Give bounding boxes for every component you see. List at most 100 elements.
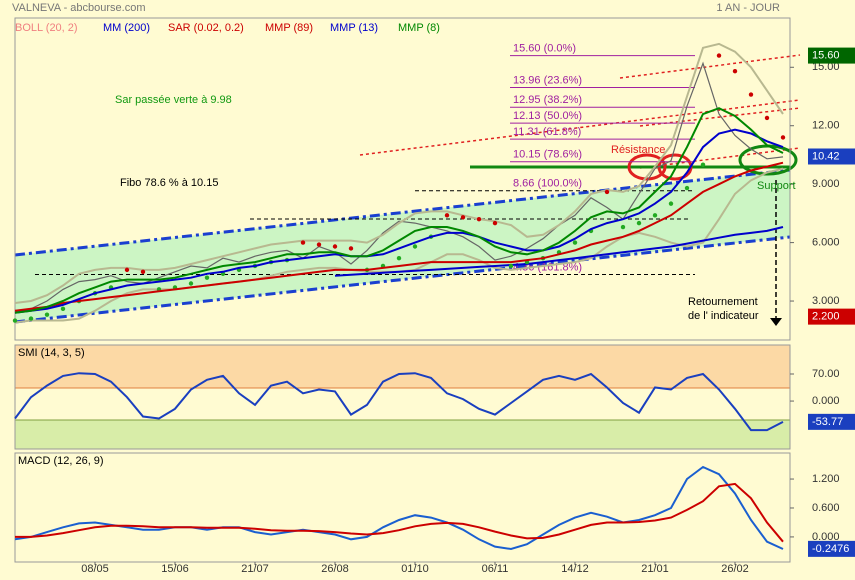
y-tick-label: 12.00 [812,120,840,132]
sar-dot [348,246,354,251]
x-tick-label: 06/11 [482,563,509,575]
sar-dot [604,189,610,195]
sar-dot [44,312,50,317]
sar-dot [12,318,18,323]
sar-dot [780,135,786,140]
series-line [14,161,784,312]
x-tick-label: 26/02 [721,563,749,575]
sar-dot [460,215,466,220]
fibo-label: 15.60 (0.0%) [513,42,576,54]
sar-dot [764,115,770,121]
fibo-label: 8.66 (100.0%) [513,178,582,190]
oversold-zone [15,420,790,449]
sar-dot [412,244,418,249]
sar-dot [652,213,658,218]
channel-fill [15,170,790,322]
sar-dot [60,306,66,312]
legend-entry: SAR (0.02, 0.2) [168,22,244,34]
trend-line [619,54,801,79]
legend-entry: MM (200) [103,22,150,34]
series-line [334,226,784,277]
sar-dot [28,316,34,321]
value-marker [808,413,855,430]
y-tick-label: 0.000 [812,395,840,407]
x-tick-label: 26/08 [321,563,349,575]
panel-border [14,17,791,341]
sar-dot [492,220,498,226]
annotation: Fibo 78.6 % à 10.15 [120,177,218,189]
series-line [14,372,784,432]
series-line [14,107,784,314]
sar-dot [300,240,306,245]
trend-line [359,99,801,156]
resistance-circle [627,153,667,181]
panel-title: SMI (14, 3, 5) [18,347,85,359]
header-period: 1 AN - JOUR [716,2,780,14]
fibo-label: 11.31 (61.8%) [513,126,581,138]
fibo-label: 10.15 (78.6%) [513,149,582,161]
legend-entry: BOLL (20, 2) [15,22,78,34]
y-tick-label: 0.600 [812,502,840,514]
fibo-label: 12.95 (38.2%) [513,94,582,106]
value-marker-label: 2.200 [812,311,840,323]
sar-dot [668,201,674,206]
series-line [14,128,784,314]
sar-dot [620,224,626,230]
y-tick-label: 3.000 [812,295,840,307]
panel-title: MACD (12, 26, 9) [18,455,104,467]
x-tick-label: 21/07 [241,563,269,575]
y-tick-label: 6.000 [812,237,840,249]
sar-dot [700,162,706,167]
annotation: Résistance [611,144,665,156]
sar-dot [396,255,402,261]
sar-dot [332,244,338,249]
sar-dot [636,220,642,226]
annotation: de l' indicateur [688,310,759,322]
trend-line [639,147,801,169]
header-title: VALNEVA - abcbourse.com [12,2,146,14]
sar-dot [124,267,130,273]
channel-line [14,235,791,324]
sar-dot [476,217,482,222]
value-marker-label: 10.42 [812,150,840,162]
sar-dot [572,240,578,245]
overbought-zone [15,345,790,388]
value-marker-label: -0.2476 [812,543,849,555]
sar-dot [748,92,754,97]
sar-dot [140,269,146,275]
legend-entry: MMP (89) [265,22,313,34]
sar-dot [316,242,322,247]
value-marker [808,47,855,64]
series-line [14,465,784,551]
arrow-head [770,318,782,326]
y-tick-label: 9.000 [812,178,840,190]
channel-line [14,168,791,257]
x-tick-label: 14/12 [561,563,589,575]
y-tick-label: 70.00 [812,368,840,380]
annotation: Sar passée verte à 9.98 [115,94,232,106]
y-tick-label: 15.00 [812,61,840,73]
annotation: Support [757,180,796,192]
fibo-label: 12.13 (50.0%) [513,110,582,122]
legend-entry: MMP (8) [398,22,440,34]
value-marker [808,540,855,557]
x-tick-label: 21/01 [641,563,669,575]
x-tick-label: 15/06 [161,563,189,575]
x-tick-label: 01/10 [401,563,429,575]
value-marker-label: -53.77 [812,416,843,428]
y-tick-label: 0.000 [812,531,840,543]
value-marker [808,308,855,325]
value-marker-label: 15.60 [812,49,840,61]
value-marker [808,148,855,165]
x-tick-label: 08/05 [81,563,109,575]
annotation: Retournement [688,296,758,308]
sar-dot [444,213,450,218]
y-tick-label: 1.200 [812,473,840,485]
fibo-label: 13.96 (23.6%) [513,74,582,86]
sar-dot [716,53,722,58]
panel-border [14,344,791,450]
sar-dot [204,275,210,280]
sar-dot [188,281,194,286]
legend-entry: MMP (13) [330,22,378,34]
